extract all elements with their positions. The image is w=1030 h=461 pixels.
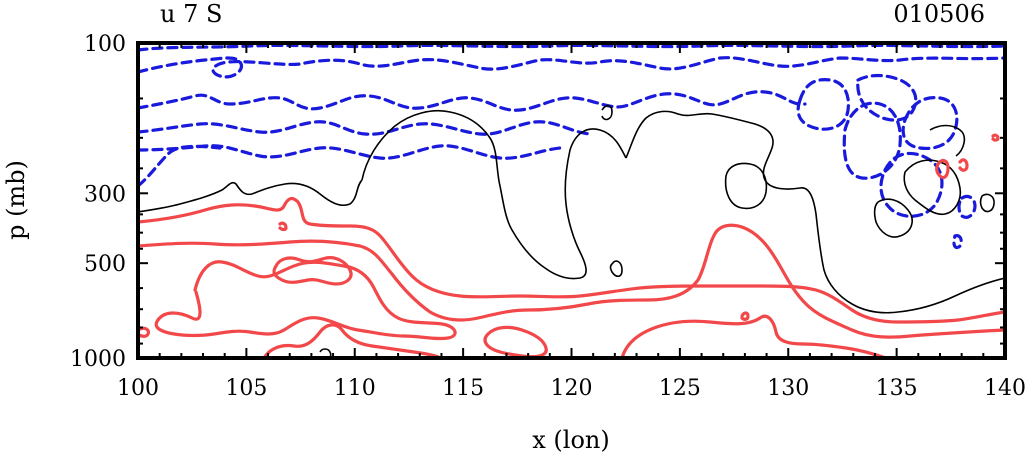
positive-contour [138, 326, 151, 338]
zero-contour [903, 159, 962, 216]
x-tick-label: 120 [551, 376, 593, 401]
contour-lines [138, 43, 1005, 358]
zero-contour [361, 110, 627, 280]
x-tick-label: 125 [659, 376, 701, 401]
positive-contour [262, 323, 442, 358]
zero-contour [609, 260, 623, 278]
negative-contour [138, 90, 807, 112]
zero-contour [873, 198, 913, 238]
y-tick-label: 500 [84, 252, 126, 277]
zero-contour [929, 124, 966, 157]
x-tick-label: 105 [225, 376, 267, 401]
positive-contour [278, 221, 288, 232]
y-tick-label: 300 [84, 182, 126, 207]
zero-contour [138, 179, 363, 213]
positive-contour [138, 223, 1005, 339]
zero-contour [724, 162, 768, 210]
x-tick-label: 110 [334, 376, 376, 401]
positive-contour [740, 311, 750, 321]
x-tick-label: 135 [876, 376, 918, 401]
negative-contour [901, 96, 959, 151]
y-tick-labels: 100 300 500 1000 [70, 32, 126, 372]
y-tick-label: 100 [84, 32, 126, 57]
positive-contours [138, 133, 1005, 358]
plot-frame [136, 41, 1007, 360]
negative-contour [879, 151, 944, 218]
positive-contour [958, 158, 969, 172]
zero-contour [601, 104, 613, 121]
x-tick-label: 100 [117, 376, 159, 401]
x-tick-labels: 100 105 110 115 120 125 130 135 140 [117, 376, 1026, 401]
chart-title-right: 010506 [893, 0, 985, 28]
positive-contour [620, 314, 888, 358]
y-axis-label: p (mb) [2, 160, 30, 240]
negative-contour [138, 120, 592, 136]
positive-contour [483, 325, 548, 358]
positive-contour [154, 260, 457, 341]
positive-contour [272, 256, 353, 286]
negative-contours [138, 43, 1005, 250]
negative-contour [952, 234, 963, 250]
x-axis-label: x (lon) [532, 426, 609, 454]
negative-contour [957, 194, 977, 219]
zero-contour [979, 193, 995, 213]
positive-contour [156, 290, 202, 322]
positive-contour [991, 133, 1000, 142]
positive-contour [935, 158, 950, 180]
axis-ticks [137, 42, 1006, 359]
negative-contour [138, 144, 222, 188]
zero-contour [625, 110, 1005, 314]
negative-contour [842, 101, 902, 180]
zero-contours [138, 104, 1005, 358]
negative-contour [856, 73, 918, 122]
y-tick-label: 1000 [70, 347, 126, 372]
positive-contour [138, 196, 1005, 324]
chart-title-left: u 7 S [160, 0, 222, 28]
x-tick-label: 115 [442, 376, 484, 401]
negative-contour [796, 78, 851, 131]
negative-contour [138, 56, 1005, 79]
x-tick-label: 130 [767, 376, 809, 401]
x-tick-label: 140 [984, 376, 1026, 401]
